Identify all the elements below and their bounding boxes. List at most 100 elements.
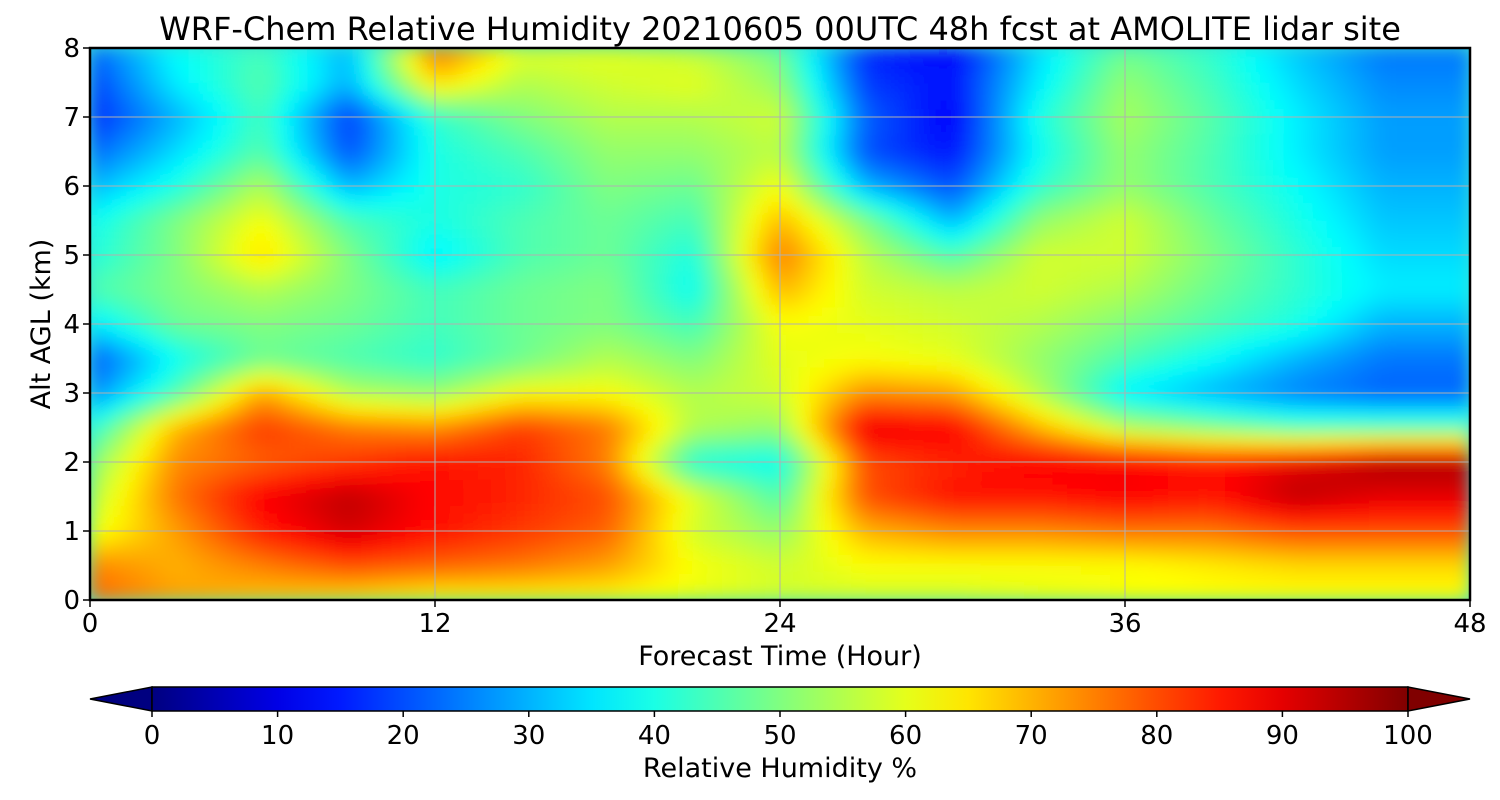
heatmap-cell bbox=[535, 202, 551, 213]
heatmap-cell bbox=[808, 263, 824, 273]
heatmap-cell bbox=[1067, 245, 1083, 256]
heatmap-cell bbox=[290, 340, 307, 351]
heatmap-cell bbox=[233, 392, 249, 403]
heatmap-cell bbox=[779, 418, 795, 428]
heatmap-cell bbox=[492, 547, 508, 558]
heatmap-cell bbox=[908, 487, 925, 497]
heatmap-cell bbox=[779, 409, 795, 420]
heatmap-cell bbox=[966, 487, 982, 497]
heatmap-cell bbox=[1253, 470, 1270, 480]
heatmap-cell bbox=[966, 151, 982, 161]
heatmap-cell bbox=[319, 185, 335, 196]
heatmap-cell bbox=[535, 332, 551, 342]
heatmap-cell bbox=[937, 427, 953, 437]
heatmap-cell bbox=[492, 323, 508, 334]
heatmap-cell bbox=[492, 159, 508, 170]
heatmap-cell bbox=[1138, 427, 1155, 437]
heatmap-cell bbox=[837, 573, 853, 584]
heatmap-cell bbox=[477, 521, 493, 532]
heatmap-cell bbox=[635, 539, 652, 549]
heatmap-cell bbox=[779, 435, 795, 446]
heatmap-cell bbox=[980, 314, 997, 325]
heatmap-cell bbox=[305, 306, 321, 316]
heatmap-cell bbox=[1282, 254, 1298, 265]
heatmap-cell bbox=[1354, 418, 1370, 428]
heatmap-cell bbox=[262, 220, 278, 230]
heatmap-cell bbox=[1412, 332, 1428, 342]
heatmap-cell bbox=[736, 228, 752, 239]
heatmap-cell bbox=[448, 358, 465, 368]
heatmap-cell bbox=[103, 427, 120, 437]
heatmap-cell bbox=[1282, 496, 1298, 506]
heatmap-cell bbox=[1297, 383, 1313, 394]
heatmap-cell bbox=[147, 332, 163, 342]
heatmap-cell bbox=[1095, 496, 1112, 506]
heatmap-cell bbox=[650, 452, 666, 463]
heatmap-cell bbox=[262, 582, 278, 592]
heatmap-cell bbox=[1340, 176, 1356, 187]
heatmap-cell bbox=[290, 194, 307, 204]
heatmap-cell bbox=[1052, 358, 1068, 368]
heatmap-cell bbox=[218, 366, 235, 377]
heatmap-cell bbox=[175, 427, 192, 437]
heatmap-cell bbox=[607, 323, 623, 334]
heatmap-cell bbox=[1009, 565, 1025, 575]
heatmap-cell bbox=[894, 289, 910, 299]
heatmap-cell bbox=[578, 202, 594, 213]
heatmap-cell bbox=[1225, 392, 1241, 403]
heatmap-cell bbox=[477, 418, 493, 428]
heatmap-cell bbox=[952, 582, 968, 592]
heatmap-cell bbox=[592, 573, 608, 584]
heatmap-cell bbox=[793, 487, 810, 497]
heatmap-cell bbox=[937, 452, 953, 463]
heatmap-cell bbox=[492, 366, 508, 377]
heatmap-cell bbox=[865, 220, 882, 230]
heatmap-cell bbox=[1282, 418, 1298, 428]
heatmap-cell bbox=[305, 444, 321, 454]
heatmap-cell bbox=[693, 461, 709, 472]
heatmap-cell bbox=[635, 340, 652, 351]
heatmap-cell bbox=[434, 478, 450, 489]
heatmap-cell bbox=[262, 478, 278, 489]
heatmap-cell bbox=[118, 444, 134, 454]
heatmap-cell bbox=[635, 452, 652, 463]
heatmap-cell bbox=[247, 539, 263, 549]
heatmap-cell bbox=[1038, 366, 1054, 377]
heatmap-cell bbox=[678, 401, 695, 411]
heatmap-cell bbox=[218, 427, 235, 437]
heatmap-cell bbox=[793, 444, 810, 454]
heatmap-cell bbox=[1153, 487, 1169, 497]
heatmap-cell bbox=[1297, 254, 1313, 265]
heatmap-cell bbox=[607, 176, 623, 187]
heatmap-cell bbox=[908, 358, 925, 368]
heatmap-cell bbox=[204, 461, 220, 472]
heatmap-cell bbox=[218, 332, 235, 342]
heatmap-cell bbox=[1124, 418, 1140, 428]
heatmap-cell bbox=[678, 340, 695, 351]
heatmap-cell bbox=[1225, 297, 1241, 308]
heatmap-cell bbox=[880, 289, 896, 299]
heatmap-cell bbox=[492, 401, 508, 411]
heatmap-cell bbox=[750, 245, 767, 256]
heatmap-cell bbox=[592, 582, 608, 592]
heatmap-cell bbox=[132, 245, 148, 256]
heatmap-cell bbox=[276, 314, 292, 325]
heatmap-cell bbox=[362, 530, 378, 541]
heatmap-cell bbox=[923, 521, 939, 532]
heatmap-cell bbox=[966, 314, 982, 325]
heatmap-cell bbox=[908, 478, 925, 489]
heatmap-cell bbox=[362, 435, 378, 446]
heatmap-cell bbox=[1426, 573, 1442, 584]
heatmap-cell bbox=[779, 159, 795, 170]
heatmap-cell bbox=[693, 418, 709, 428]
heatmap-cell bbox=[1354, 332, 1370, 342]
heatmap-cell bbox=[463, 504, 479, 515]
heatmap-cell bbox=[1023, 289, 1040, 299]
heatmap-cell bbox=[779, 314, 795, 325]
heatmap-cell bbox=[894, 358, 910, 368]
heatmap-cell bbox=[1239, 168, 1255, 178]
heatmap-cell bbox=[621, 435, 637, 446]
heatmap-cell bbox=[765, 220, 781, 230]
heatmap-cell bbox=[1297, 314, 1313, 325]
heatmap-cell bbox=[1440, 496, 1457, 506]
